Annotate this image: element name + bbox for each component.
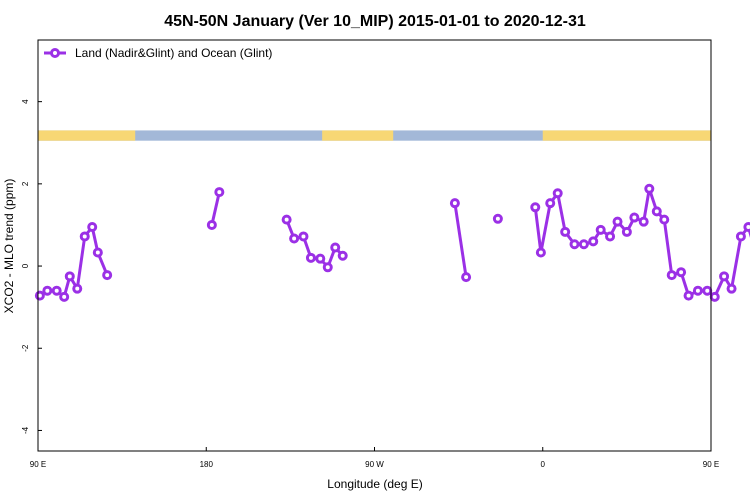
- x-tick-label: 90 E: [30, 460, 46, 469]
- series-line: [533, 187, 750, 299]
- data-point: [315, 253, 326, 264]
- legend-label: Land (Nadir&Glint) and Ocean (Glint): [75, 46, 272, 60]
- data-point: [298, 231, 309, 242]
- data-point: [337, 250, 348, 261]
- plot-frame: [37, 39, 712, 452]
- y-tick-label: 4: [21, 99, 30, 104]
- data-point: [588, 236, 599, 247]
- data-point: [651, 206, 662, 217]
- y-tick-label: 0: [21, 263, 30, 268]
- x-tick-label: 90 W: [365, 460, 384, 469]
- data-point: [560, 226, 571, 237]
- data-point: [79, 231, 90, 242]
- data-point: [719, 271, 730, 282]
- data-point: [330, 242, 341, 253]
- data-point: [621, 226, 632, 237]
- data-point: [214, 187, 225, 198]
- x-axis-label: Longitude (deg E): [327, 477, 422, 491]
- series-line: [453, 202, 468, 278]
- data-point: [735, 231, 746, 242]
- data-point: [64, 271, 75, 282]
- data-point: [34, 290, 45, 301]
- data-point: [530, 202, 541, 213]
- data-point: [305, 252, 316, 263]
- data-point: [605, 231, 616, 242]
- x-tick-label: 0: [541, 460, 546, 469]
- data-point: [569, 239, 580, 250]
- data-point: [102, 270, 113, 281]
- data-point: [545, 198, 556, 209]
- data-point: [629, 212, 640, 223]
- data-point: [59, 291, 70, 302]
- data-point: [51, 285, 62, 296]
- data-point: [552, 188, 563, 199]
- data-point: [683, 290, 694, 301]
- x-tick-label: 90 E: [703, 460, 719, 469]
- y-tick-label: -2: [21, 344, 30, 352]
- series-line: [210, 191, 221, 226]
- legend-marker-swatch: [50, 48, 60, 58]
- data-point: [492, 213, 503, 224]
- data-point: [638, 216, 649, 227]
- land-band-segment: [322, 130, 394, 141]
- data-point: [743, 222, 750, 233]
- y-axis-label: XCO2 - MLO trend (ppm): [2, 179, 16, 314]
- legend: Land (Nadir&Glint) and Ocean (Glint): [44, 46, 272, 60]
- data-point: [578, 239, 589, 250]
- data-point: [644, 183, 655, 194]
- data-point: [289, 233, 300, 244]
- land-ocean-band: [38, 130, 711, 141]
- chart-title: 45N-50N January (Ver 10_MIP) 2015-01-01 …: [164, 13, 586, 30]
- data-point: [702, 285, 713, 296]
- y-tick-label: -4: [21, 426, 30, 434]
- data-point: [666, 270, 677, 281]
- data-point: [87, 222, 98, 233]
- data-point: [709, 291, 720, 302]
- data-point: [281, 214, 292, 225]
- data-point: [676, 267, 687, 278]
- data-point: [42, 285, 53, 296]
- data-point: [612, 216, 623, 227]
- data-point: [206, 219, 217, 230]
- data-point: [322, 262, 333, 273]
- data-point: [461, 272, 472, 283]
- land-band-segment: [38, 130, 136, 141]
- axis-ticks: 90 E 180 90 W 0 90 E -4 -2 0 2 4: [21, 99, 719, 469]
- data-point: [535, 247, 546, 258]
- data-series: [34, 183, 750, 302]
- data-point: [449, 198, 460, 209]
- data-point: [92, 247, 103, 258]
- y-tick-label: 2: [21, 181, 30, 186]
- land-band-segment: [542, 130, 711, 141]
- data-point: [726, 283, 737, 294]
- data-point: [595, 224, 606, 235]
- data-point: [692, 285, 703, 296]
- x-tick-label: 180: [200, 460, 214, 469]
- data-point: [72, 283, 83, 294]
- data-point: [659, 214, 670, 225]
